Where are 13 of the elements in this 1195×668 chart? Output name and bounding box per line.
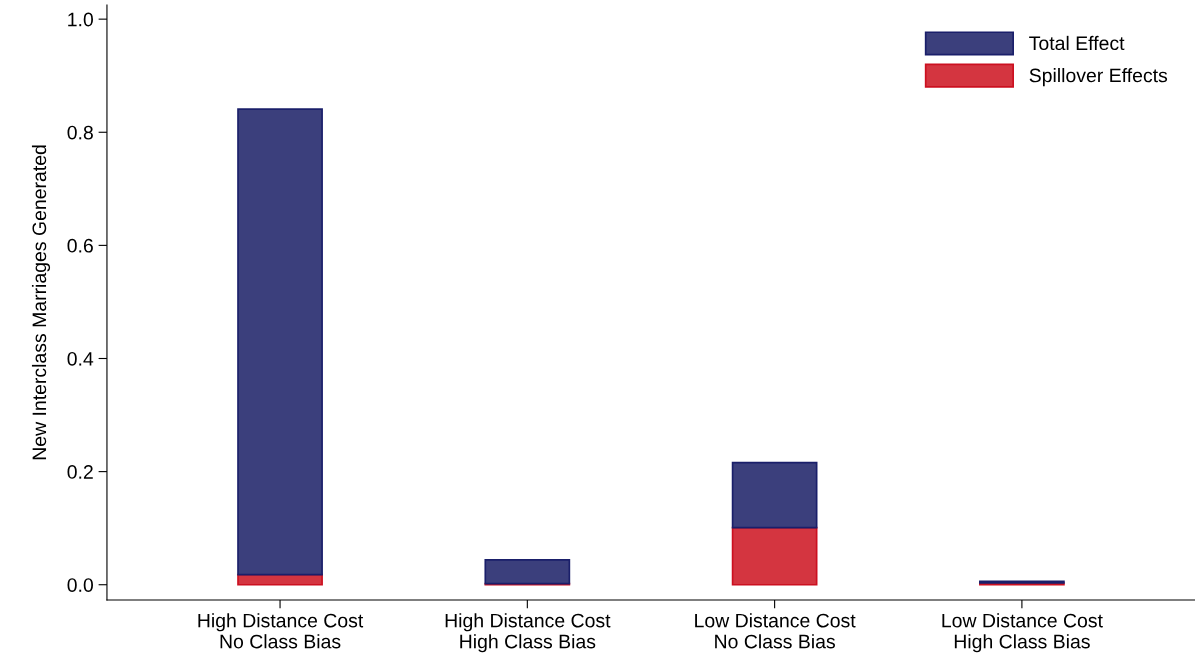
- x-tick-label: Low Distance Cost High Class Bias: [942, 613, 1103, 653]
- y-tick-label: 0.8: [67, 125, 93, 140]
- legend-label: Total Effect: [1029, 35, 1125, 51]
- x-tick-label: High Distance Cost No Class Bias: [198, 613, 364, 649]
- y-axis-title: New Interclass Marriages Generated: [31, 145, 51, 460]
- y-tick-label: 1.0: [68, 12, 93, 27]
- y-tick-label: 0.2: [67, 465, 93, 479]
- y-tick-label: 0.0: [67, 578, 93, 592]
- x-tick-label: Low Distance Cost No Class Bias: [695, 613, 856, 649]
- y-tick-label: 0.4: [67, 351, 94, 366]
- y-tick-label: 0.6: [67, 238, 93, 253]
- x-tick-label: High Distance Cost High Class Bias: [445, 613, 611, 653]
- legend-label: Spillover Effects: [1029, 68, 1168, 87]
